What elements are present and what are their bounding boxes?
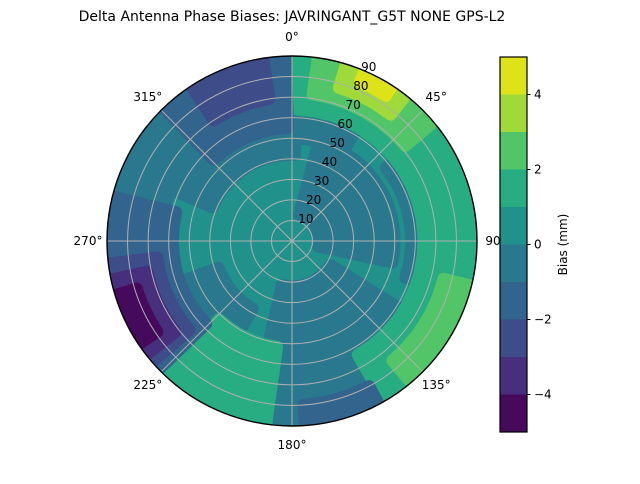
colorbar-axis-label: Bias (mm) [556,214,570,276]
radial-tick-label: 40 [322,155,337,169]
colorbar-tick-label: −2 [534,313,552,327]
angular-gridline [291,240,424,373]
colorbar-segment [500,319,527,358]
colorbar-segment [500,394,527,433]
angular-tick-label: 0° [285,30,299,44]
angular-gridline [160,240,293,373]
radial-tick-label: 80 [353,79,368,93]
angular-gridline [160,109,293,242]
radial-tick-label: 70 [345,98,360,112]
colorbar-segment [500,282,527,320]
colorbar-segment [500,357,527,395]
colorbar-tick-label: 4 [534,88,542,102]
colorbar-segment [500,94,527,133]
angular-tick-label: 135° [422,378,451,392]
colorbar-segment [500,132,527,170]
colorbar: 4 2 0 −2 −4 Bias (mm) [499,56,570,433]
colorbar-segment [500,207,527,245]
angular-tick-label: 180° [278,438,307,452]
radial-tick-label: 90 [361,60,376,74]
radial-tick-label: 20 [306,193,321,207]
radial-tick-label: 30 [314,174,329,188]
radial-tick-label: 10 [298,212,313,226]
colorbar-segment [500,57,527,95]
angular-tick-label: 225° [133,378,162,392]
angular-gridline [291,109,424,242]
angular-tick-labels: 0°45°90°135°180°225°270°315° [74,30,507,452]
colorbar-tick-label: 0 [534,238,542,252]
colorbar-segment [500,244,527,283]
colorbar-tick-label: −4 [534,388,552,402]
angular-tick-label: 315° [133,90,162,104]
radial-tick-label: 60 [338,117,353,131]
angular-tick-label: 270° [74,234,103,248]
radial-tick-label: 50 [330,136,345,150]
plot-outline [106,55,478,427]
colorbar-tick-label: 2 [534,163,542,177]
polar-grid [107,56,477,426]
radial-tick-labels: 10 20 30 40 50 60 70 80 90 [298,60,376,226]
chart-title: Delta Antenna Phase Biases: JAVRINGANT_G… [79,9,506,25]
angular-tick-label: 45° [426,90,447,104]
colorbar-segment [500,169,527,208]
